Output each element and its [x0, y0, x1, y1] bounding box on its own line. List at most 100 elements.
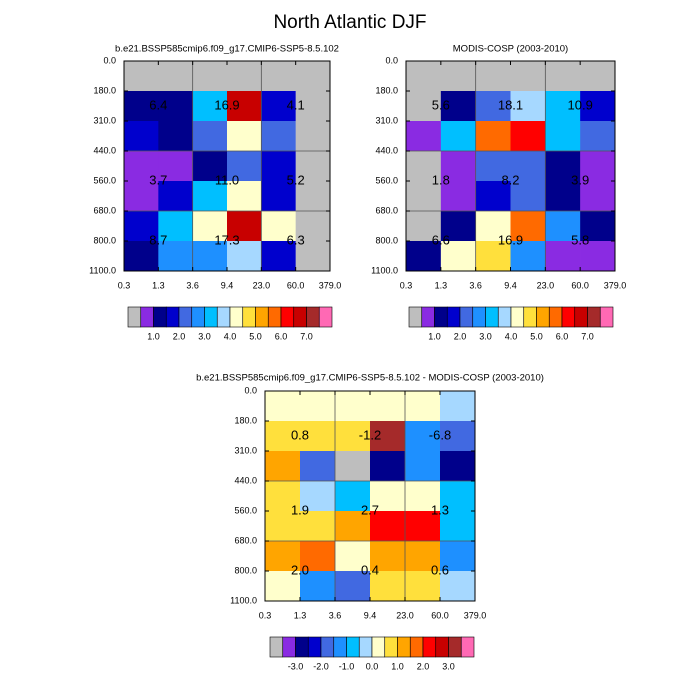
cell — [192, 241, 228, 272]
y-tick-label: 440.0 — [234, 475, 257, 485]
x-tick-label: 3.6 — [469, 280, 482, 290]
x-tick-label: 23.0 — [537, 280, 555, 290]
cell — [475, 181, 511, 212]
cell — [335, 451, 371, 482]
group-total: 16.9 — [214, 97, 239, 112]
cell — [440, 61, 476, 92]
colorbar-box — [510, 306, 525, 328]
x-tick-label: 0.3 — [400, 280, 413, 290]
cell — [192, 91, 228, 122]
colorbar-label: 2.0 — [417, 661, 430, 671]
x-tick-label: 0.3 — [259, 610, 272, 620]
cell — [440, 181, 476, 212]
cell — [580, 241, 616, 272]
cell — [300, 421, 336, 452]
y-tick-label: 680.0 — [234, 535, 257, 545]
cell — [192, 181, 228, 212]
x-tick-label: 379.0 — [604, 280, 627, 290]
group-total: 8.2 — [501, 172, 519, 187]
cell — [440, 421, 476, 452]
cell — [545, 241, 581, 272]
colorbar-box — [574, 306, 588, 328]
cell — [440, 571, 476, 602]
colorbar-box — [384, 636, 398, 658]
y-tick-label: 180.0 — [93, 85, 116, 95]
cell — [261, 121, 296, 152]
x-tick-label: 379.0 — [464, 610, 487, 620]
y-tick-label: 0.0 — [103, 55, 116, 65]
colorbar-box — [523, 306, 537, 328]
cell — [545, 181, 581, 212]
group-total: 4.1 — [287, 97, 305, 112]
y-tick-label: 310.0 — [234, 445, 257, 455]
colorbar-box — [267, 306, 282, 328]
colorbar-box — [587, 306, 601, 328]
group-total: 0.6 — [431, 562, 449, 577]
cell — [580, 151, 616, 182]
x-tick-label: 9.4 — [364, 610, 377, 620]
colorbar-box — [320, 636, 335, 658]
y-tick-label: 800.0 — [234, 565, 257, 575]
cell — [440, 91, 476, 122]
cell — [265, 421, 301, 452]
cell — [440, 241, 476, 272]
colorbar-label: 4.0 — [224, 331, 237, 341]
group-total: 1.3 — [431, 502, 449, 517]
colorbar-box — [422, 636, 437, 658]
cell — [261, 91, 296, 122]
cell — [440, 211, 476, 242]
colorbar-box — [306, 306, 320, 328]
cell — [192, 121, 228, 152]
cell — [580, 91, 616, 122]
cell — [405, 481, 441, 512]
group-total: 5.6 — [432, 97, 450, 112]
cell — [124, 91, 159, 122]
y-tick-label: 310.0 — [375, 115, 398, 125]
cell — [545, 91, 581, 122]
colorbar-box — [448, 636, 462, 658]
x-tick-label: 3.6 — [329, 610, 342, 620]
cell — [261, 61, 296, 92]
colorbar-label: 6.0 — [275, 331, 288, 341]
y-tick-label: 680.0 — [375, 205, 398, 215]
y-tick-label: 0.0 — [385, 55, 398, 65]
panel-title: b.e21.BSSP585cmip6.f09_g17.CMIP6-SSP5-8.… — [115, 44, 339, 55]
cell — [405, 391, 441, 422]
cell — [545, 61, 581, 92]
colorbar-box — [421, 306, 435, 328]
y-tick-label: 0.0 — [244, 385, 257, 395]
colorbar-box — [599, 306, 614, 328]
x-tick-label: 3.6 — [186, 280, 199, 290]
y-tick-label: 310.0 — [93, 115, 116, 125]
x-tick-label: 1.3 — [435, 280, 448, 290]
cell — [440, 451, 476, 482]
colorbar-label: -3.0 — [288, 661, 304, 671]
cell — [475, 91, 511, 122]
cell — [440, 391, 476, 422]
group-total: 11.0 — [215, 172, 239, 187]
cell — [405, 571, 441, 602]
colorbar-box — [371, 636, 386, 658]
cell — [261, 151, 296, 182]
cell — [580, 211, 616, 242]
cell — [227, 181, 262, 212]
panel-title: b.e21.BSSP585cmip6.f09_g17.CMIP6-SSP5-8.… — [196, 373, 544, 384]
colorbar-box — [435, 636, 449, 658]
cell — [370, 571, 406, 602]
group-total: -1.2 — [359, 427, 381, 442]
cell — [295, 211, 331, 242]
cell — [295, 91, 331, 122]
cell — [545, 211, 581, 242]
group-total: 1.8 — [432, 172, 450, 187]
cell — [124, 211, 159, 242]
cell — [335, 391, 371, 422]
x-tick-label: 9.4 — [221, 280, 234, 290]
y-tick-label: 1100.0 — [371, 265, 398, 275]
colorbar-box — [318, 306, 333, 328]
colorbar-label: 2.0 — [454, 331, 467, 341]
cell — [124, 241, 159, 272]
cell — [370, 511, 406, 542]
cell — [406, 91, 442, 122]
cell — [510, 91, 546, 122]
